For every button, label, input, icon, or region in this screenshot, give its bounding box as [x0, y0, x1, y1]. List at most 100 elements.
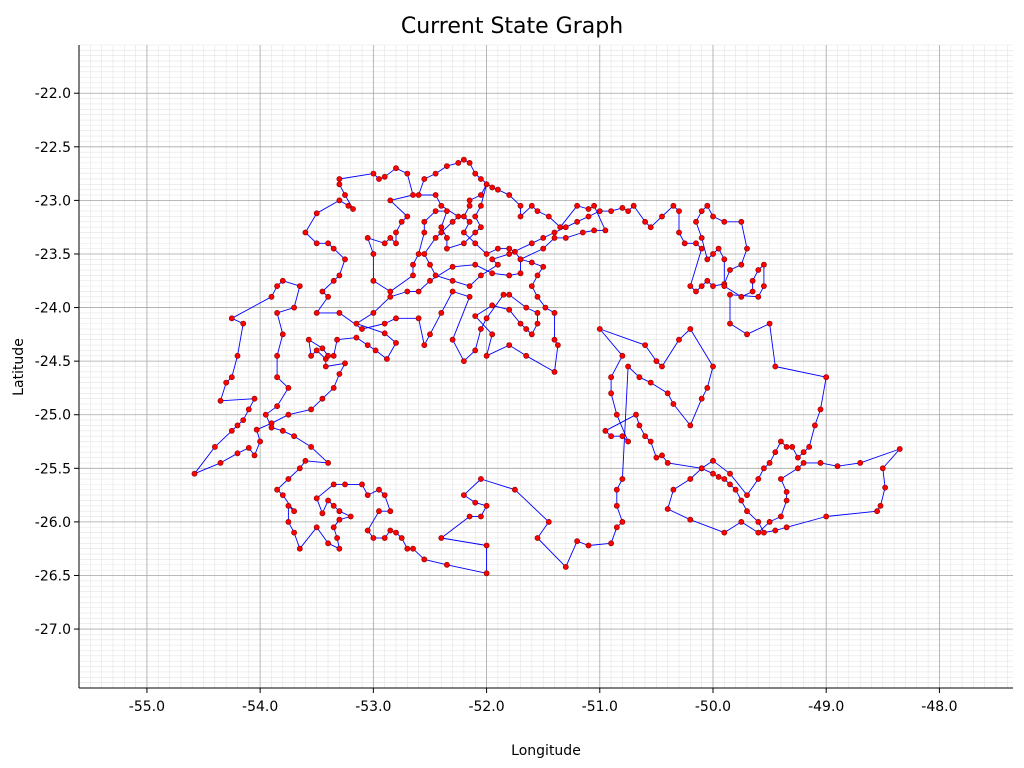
graph-node — [772, 527, 779, 534]
graph-edge — [599, 328, 646, 346]
graph-node — [625, 363, 631, 370]
graph-node — [670, 401, 677, 407]
graph-edge — [786, 516, 827, 528]
graph-edge — [882, 468, 886, 488]
graph-node — [336, 197, 343, 204]
graph-node — [523, 304, 530, 311]
graph-edge — [599, 328, 623, 357]
graph-node — [659, 363, 665, 370]
graph-node — [540, 234, 547, 241]
graph-node — [806, 443, 813, 450]
graph-edge — [316, 200, 340, 214]
graph-edge — [820, 377, 827, 410]
graph-node — [421, 229, 428, 236]
graph-node — [877, 502, 884, 509]
graph-edge — [667, 489, 674, 510]
graph-edge — [299, 527, 318, 549]
graph-node — [274, 403, 280, 410]
graph-node — [308, 406, 314, 413]
graph-node — [585, 206, 592, 212]
graph-node — [653, 454, 660, 461]
graph-node — [330, 384, 337, 391]
graph-edge — [418, 232, 425, 255]
graph-node — [427, 331, 433, 338]
graph-node — [542, 304, 549, 311]
graph-edge — [452, 280, 470, 287]
graph-node — [404, 545, 411, 552]
graph-node — [619, 476, 626, 482]
graph-node — [443, 234, 450, 241]
graph-node — [466, 218, 473, 225]
graph-edge — [621, 366, 629, 480]
graph-edge — [746, 478, 759, 496]
graph-node — [477, 476, 484, 482]
graph-edge — [220, 452, 238, 464]
graph-node — [710, 363, 716, 370]
graph-node — [421, 556, 428, 563]
graph-edge — [390, 291, 408, 298]
graph-node — [477, 192, 484, 198]
graph-edge — [373, 296, 391, 314]
graph-node — [472, 261, 479, 268]
graph-node — [715, 473, 722, 480]
graph-edge — [446, 564, 487, 574]
graph-node — [766, 519, 773, 525]
graph-node — [330, 524, 337, 531]
graph-node — [404, 288, 411, 295]
graph-edge — [474, 305, 493, 317]
graph-node — [494, 186, 501, 193]
graph-node — [319, 510, 326, 517]
graph-node — [710, 213, 716, 220]
graph-node — [698, 395, 705, 402]
graph-node — [460, 156, 467, 163]
graph-node — [291, 304, 297, 311]
graph-node — [372, 347, 379, 354]
graph-node — [438, 309, 445, 316]
graph-node — [834, 463, 841, 470]
graph-edge — [463, 478, 482, 496]
graph-node — [319, 288, 326, 295]
graph-node — [534, 272, 541, 279]
graph-node — [443, 561, 450, 568]
graph-edge — [712, 460, 731, 475]
graph-node — [489, 256, 496, 263]
graph-node — [636, 374, 643, 381]
graph-node — [240, 417, 247, 423]
graph-edge — [780, 467, 799, 480]
graph-node — [783, 443, 790, 450]
y-tick-label: -26.0 — [35, 515, 71, 531]
graph-node — [262, 411, 269, 418]
graph-node — [477, 513, 484, 520]
graph-node — [211, 443, 218, 450]
graph-node — [387, 527, 394, 534]
graph-node — [234, 450, 241, 457]
graph-node — [596, 326, 603, 332]
graph-node — [477, 176, 484, 182]
minor-grid — [78, 44, 1013, 689]
graph-node — [517, 202, 524, 209]
graph-node — [619, 352, 626, 359]
graph-edge — [880, 487, 886, 506]
graph-node — [670, 486, 677, 493]
graph-edge — [424, 558, 448, 566]
graph-node — [393, 315, 399, 322]
graph-edge — [231, 296, 272, 319]
graph-edge — [452, 291, 470, 298]
graph-edge — [220, 382, 227, 401]
graph-node — [376, 486, 382, 493]
graph-node — [489, 270, 496, 277]
graph-node — [823, 374, 830, 381]
graph-node — [322, 363, 329, 370]
graph-node — [687, 422, 694, 429]
graph-edge — [746, 323, 770, 335]
graph-node — [268, 293, 275, 300]
y-tick-label: -22.0 — [35, 86, 71, 102]
graph-node — [415, 192, 422, 198]
graph-node — [427, 277, 433, 284]
graph-node — [415, 315, 422, 322]
graph-node — [325, 352, 331, 359]
graph-edge — [390, 275, 414, 292]
graph-node — [506, 306, 513, 313]
y-tick-label: -22.5 — [35, 140, 71, 156]
graph-edge — [276, 387, 289, 407]
